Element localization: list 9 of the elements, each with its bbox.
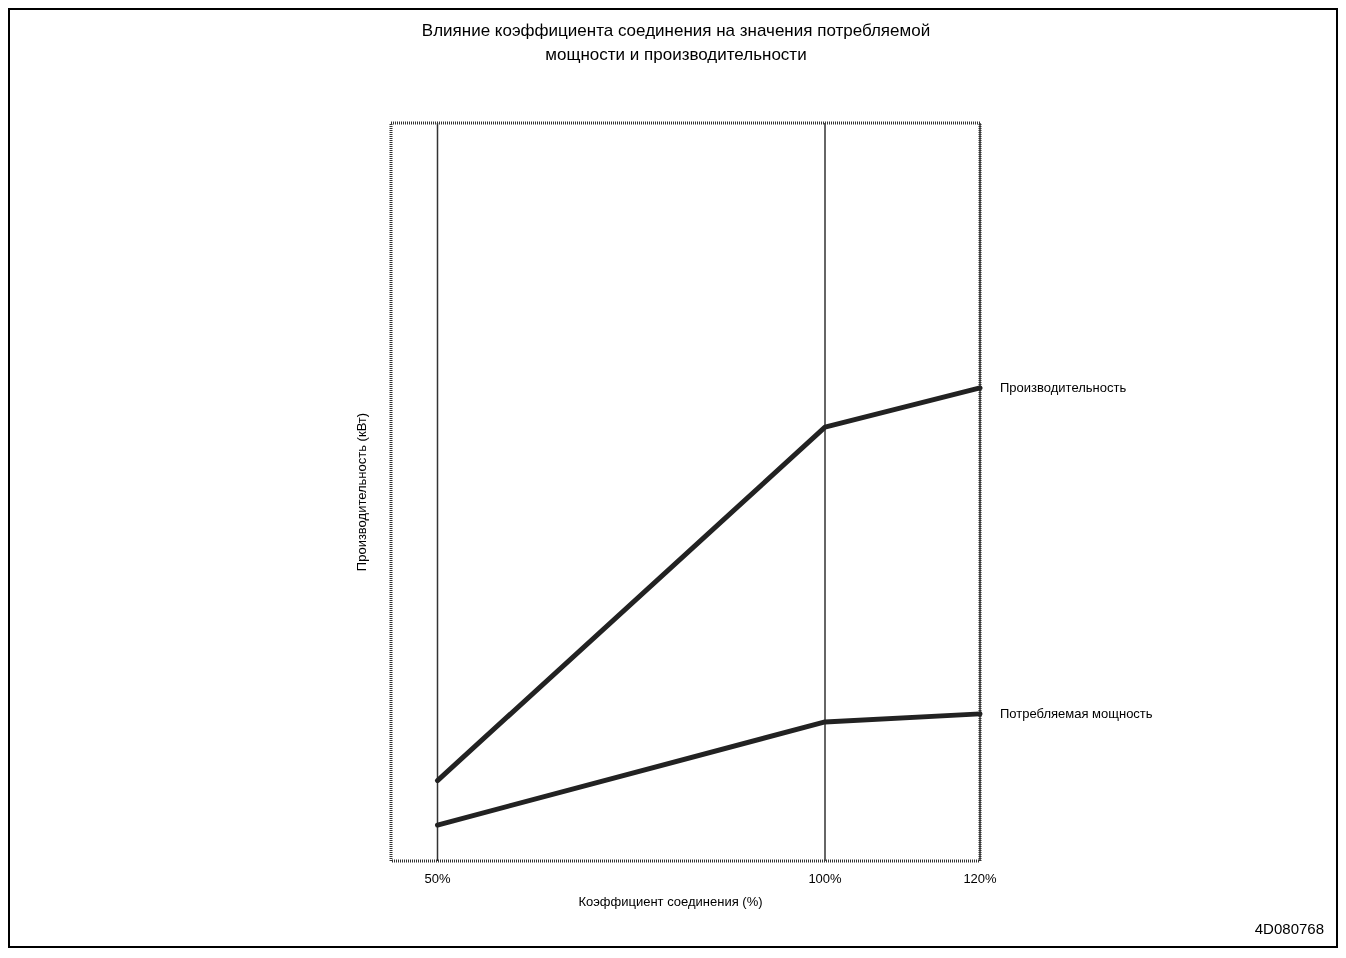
series-label: Потребляемая мощность xyxy=(1000,705,1153,721)
x-tick-label: 100% xyxy=(808,871,843,886)
y-axis-title: Производительность (кВт) xyxy=(354,412,369,572)
x-tick-label: 120% xyxy=(963,871,998,886)
x-tick-label: 50% xyxy=(424,871,451,886)
chart-title: Влияние коэффициента соединения на значения потребляемой мощности и производительности xyxy=(421,21,931,64)
text: 4D080768 xyxy=(1254,920,1324,937)
series-label: Производительность xyxy=(1000,379,1127,395)
x-axis-title: Коэффициент соединения (%) xyxy=(578,894,763,909)
